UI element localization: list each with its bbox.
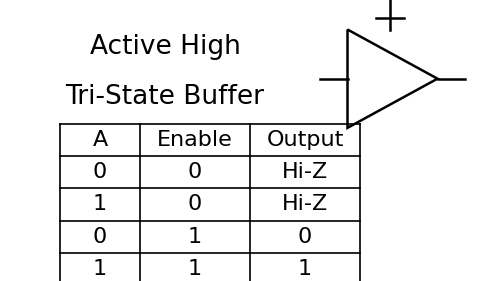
Text: Hi-Z: Hi-Z	[282, 194, 328, 214]
Text: 1: 1	[93, 194, 107, 214]
Text: 1: 1	[188, 259, 202, 279]
Text: 1: 1	[298, 259, 312, 279]
Text: Active High: Active High	[90, 34, 240, 60]
Text: 0: 0	[188, 194, 202, 214]
Text: 0: 0	[298, 227, 312, 247]
Text: 1: 1	[93, 259, 107, 279]
Text: 0: 0	[93, 162, 107, 182]
Text: Hi-Z: Hi-Z	[282, 162, 328, 182]
Text: Enable: Enable	[157, 130, 233, 150]
Text: A: A	[92, 130, 108, 150]
Text: Tri-State Buffer: Tri-State Buffer	[66, 84, 264, 110]
Text: 0: 0	[188, 162, 202, 182]
Text: Output: Output	[266, 130, 344, 150]
Text: 0: 0	[93, 227, 107, 247]
Text: 1: 1	[188, 227, 202, 247]
